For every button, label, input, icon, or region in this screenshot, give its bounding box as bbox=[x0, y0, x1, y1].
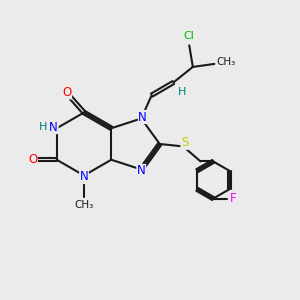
Text: O: O bbox=[28, 153, 37, 166]
Text: N: N bbox=[49, 121, 58, 134]
Text: F: F bbox=[230, 192, 237, 205]
Text: N: N bbox=[138, 110, 147, 124]
Text: CH₃: CH₃ bbox=[216, 57, 236, 68]
Text: N: N bbox=[80, 170, 88, 184]
Text: Cl: Cl bbox=[183, 31, 194, 41]
Text: S: S bbox=[181, 136, 188, 149]
Text: H: H bbox=[178, 87, 186, 97]
Text: O: O bbox=[62, 86, 71, 99]
Text: H: H bbox=[39, 122, 47, 132]
Text: N: N bbox=[137, 164, 146, 178]
Text: CH₃: CH₃ bbox=[74, 200, 94, 211]
